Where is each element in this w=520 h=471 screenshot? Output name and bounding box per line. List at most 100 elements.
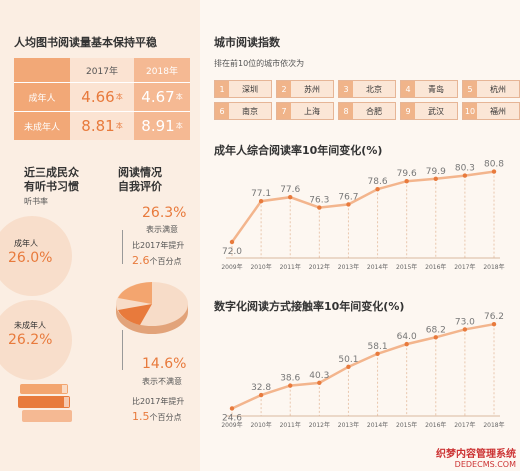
adult-2018: 4.67 本 bbox=[134, 83, 190, 111]
minor-2017-unit: 本 bbox=[115, 122, 123, 130]
data-label: 80.3 bbox=[455, 164, 475, 174]
minor-2017: 8.81 本 bbox=[70, 112, 134, 140]
row-label-adult: 成年人 bbox=[28, 93, 56, 104]
adult-2017-value: 4.66 bbox=[81, 88, 115, 106]
x-tick-label: 2012年 bbox=[309, 421, 330, 429]
city-name: 青岛 bbox=[428, 84, 444, 94]
series-line bbox=[230, 170, 495, 243]
x-tick-label: 2015年 bbox=[396, 421, 417, 429]
data-point bbox=[258, 199, 264, 204]
data-point bbox=[491, 322, 497, 327]
city-name: 上海 bbox=[304, 106, 320, 116]
city-name: 北京 bbox=[366, 84, 382, 94]
satisfaction-pie bbox=[116, 282, 188, 334]
city-rank: 7 bbox=[277, 103, 291, 119]
row-label-minor: 未成年人 bbox=[23, 122, 60, 133]
data-point bbox=[346, 202, 351, 207]
reading-table: 2017年 2018年 成年人 4.66 本 4.67 本 未成年人 8.81 本 8… bbox=[14, 58, 190, 140]
x-tick-label: 2010年 bbox=[250, 263, 271, 271]
minor-2018-unit: 本 bbox=[175, 122, 183, 130]
data-label: 76.3 bbox=[309, 196, 329, 206]
data-label: 58.1 bbox=[368, 342, 388, 352]
x-tick-label: 2013年 bbox=[338, 421, 359, 429]
listen-adult-value: 26.0% bbox=[8, 250, 53, 266]
right-panel: 城市阅读指数 排在前10位的城市依次为 1 深圳 2 苏州 3 北京 4 青岛 5 杭州 6 南京 7 上… bbox=[200, 0, 520, 471]
data-point bbox=[491, 169, 497, 174]
city-item: 6 南京 bbox=[214, 102, 272, 120]
city-item: 8 合肥 bbox=[338, 102, 396, 120]
data-point bbox=[433, 335, 438, 340]
city-rank: 4 bbox=[401, 81, 415, 97]
x-tick-label: 2009年 bbox=[221, 263, 242, 271]
city-item: 7 上海 bbox=[276, 102, 334, 120]
x-tick-label: 2012年 bbox=[309, 263, 330, 271]
listen-title-1: 近三成民众 bbox=[24, 166, 79, 179]
minor-2017-value: 8.81 bbox=[81, 117, 115, 135]
data-label: 40.3 bbox=[309, 371, 329, 381]
data-label: 79.6 bbox=[397, 169, 417, 179]
city-name: 武汉 bbox=[428, 106, 444, 116]
city-rank: 2 bbox=[277, 81, 291, 97]
eval-sat-change-num: 2.6 bbox=[132, 254, 150, 267]
listen-subtitle: 听书率 bbox=[24, 197, 48, 206]
city-item: 10 福州 bbox=[462, 102, 520, 120]
data-label: 50.1 bbox=[338, 355, 358, 365]
data-point bbox=[404, 179, 409, 184]
adult-2017: 4.66 本 bbox=[70, 83, 134, 111]
city-item: 4 青岛 bbox=[400, 80, 458, 98]
chart2-title: 数字化阅读方式接触率10年间变化(%) bbox=[214, 300, 405, 313]
eval-title-1: 阅读情况 bbox=[118, 166, 162, 179]
eval-unsat-value: 14.6% bbox=[142, 356, 187, 372]
listen-title-2: 有听书习惯 bbox=[24, 180, 79, 193]
city-item: 1 深圳 bbox=[214, 80, 272, 98]
city-item: 2 苏州 bbox=[276, 80, 334, 98]
x-tick-label: 2011年 bbox=[280, 263, 301, 271]
adult-2018-value: 4.67 bbox=[141, 88, 175, 106]
city-name: 福州 bbox=[490, 106, 506, 116]
watermark-line2: DEDECMS.COM bbox=[454, 460, 516, 469]
data-point bbox=[229, 406, 235, 411]
eval-unsat-change-2: 个百分点 bbox=[149, 413, 182, 422]
left-panel: 人均图书阅读量基本保持平稳 2017年 2018年 成年人 4.66 本 4.67… bbox=[0, 0, 200, 471]
data-point bbox=[288, 195, 293, 200]
city-rank: 1 bbox=[215, 81, 229, 97]
data-point bbox=[258, 392, 264, 398]
chart1-title: 成年人综合阅读率10年间变化(%) bbox=[214, 144, 383, 157]
eval-unsat-label: 表示不满意 bbox=[142, 377, 182, 386]
listen-adult-label: 成年人 bbox=[14, 239, 38, 248]
data-point bbox=[346, 364, 351, 370]
city-name: 杭州 bbox=[490, 84, 506, 94]
listen-minor-bubble bbox=[0, 300, 72, 380]
data-label: 76.2 bbox=[484, 312, 504, 322]
eval-sat-label: 表示满意 bbox=[146, 225, 178, 234]
city-name: 南京 bbox=[242, 106, 258, 116]
data-label: 77.6 bbox=[280, 185, 300, 195]
reading-rate-chart: 72.0 2009年 77.1 2010年 77.6 2011年 76.3 2012年 76.7… bbox=[221, 160, 504, 271]
data-point bbox=[288, 383, 293, 388]
data-point bbox=[462, 327, 468, 332]
listen-adult-bubble bbox=[0, 216, 72, 296]
pie-slice-unsatisfied bbox=[118, 304, 152, 325]
data-label: 78.6 bbox=[368, 177, 388, 187]
data-label: 24.6 bbox=[222, 413, 242, 423]
data-label: 80.8 bbox=[484, 160, 504, 170]
adult-2018-unit: 本 bbox=[175, 93, 183, 101]
data-point bbox=[317, 380, 322, 386]
data-point bbox=[375, 351, 380, 356]
data-label: 38.6 bbox=[280, 374, 300, 384]
series-line bbox=[231, 322, 495, 410]
cities-title: 城市阅读指数 bbox=[214, 36, 280, 49]
x-tick-label: 2010年 bbox=[250, 421, 271, 429]
city-item: 5 杭州 bbox=[462, 80, 520, 98]
city-rank: 10 bbox=[463, 103, 477, 119]
data-label: 72.0 bbox=[222, 247, 242, 257]
data-label: 64.0 bbox=[397, 332, 417, 342]
data-point bbox=[404, 341, 409, 347]
x-tick-label: 2009年 bbox=[221, 421, 242, 429]
x-tick-label: 2014年 bbox=[367, 263, 388, 271]
data-point bbox=[317, 205, 322, 210]
eval-sat-value: 26.3% bbox=[142, 205, 187, 221]
minor-2018-value: 8.91 bbox=[141, 117, 175, 135]
eval-leader-bottom bbox=[122, 330, 123, 370]
